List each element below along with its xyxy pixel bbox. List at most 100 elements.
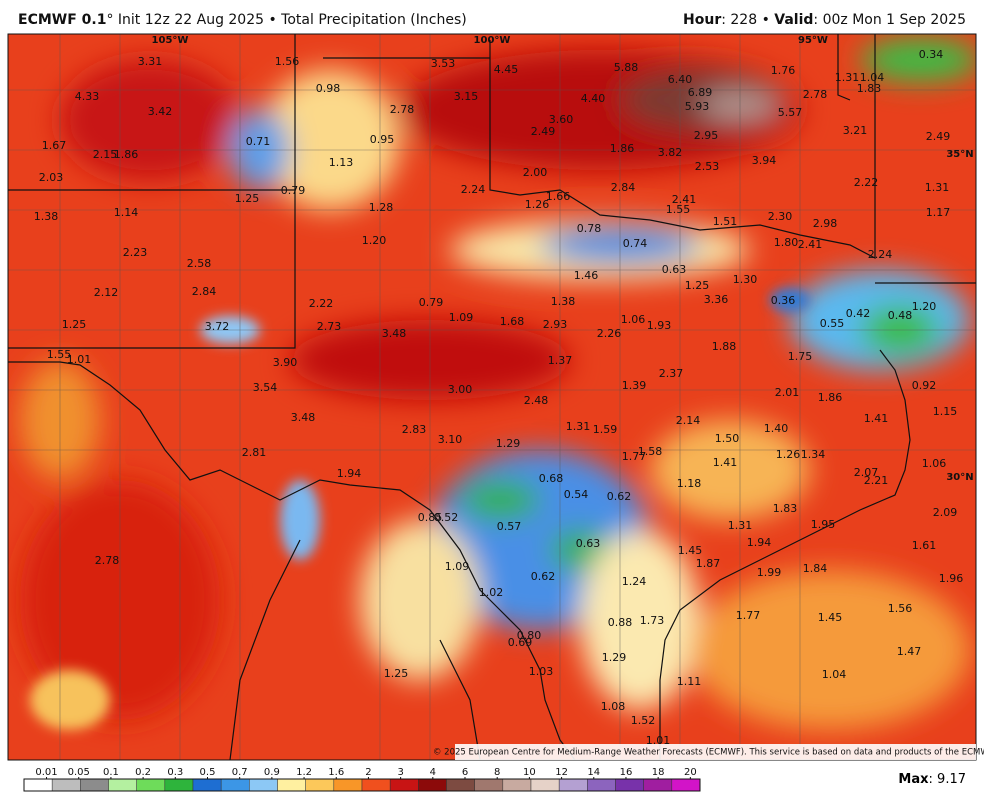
precip-label: 0.80: [517, 629, 542, 642]
precip-label: 1.25: [235, 192, 260, 205]
precip-label: 1.86: [610, 142, 635, 155]
precip-label: 1.87: [696, 557, 721, 570]
precip-label: 2.14: [676, 414, 701, 427]
precip-label: 1.77: [622, 450, 647, 463]
precip-label: 2.49: [531, 125, 556, 138]
legend-tick-label: 6: [462, 767, 468, 778]
legend-swatch: [361, 778, 391, 792]
precip-label: 0.98: [316, 82, 341, 95]
precip-label: 3.31: [138, 55, 163, 68]
precip-label: 0.57: [497, 520, 522, 533]
legend-tick-label: 2: [365, 767, 371, 778]
precip-label: 3.54: [253, 381, 278, 394]
grid-label: 95°W: [798, 35, 828, 46]
precip-label: 2.03: [39, 171, 64, 184]
precip-label: 2.58: [187, 257, 212, 270]
precip-label: 1.28: [369, 201, 394, 214]
precip-label: 2.41: [798, 238, 823, 251]
precip-label: 1.31: [925, 181, 950, 194]
precip-label: 2.95: [694, 129, 719, 142]
precip-label: 1.17: [926, 206, 951, 219]
precip-label: 2.23: [123, 246, 148, 259]
precip-label: 1.94: [337, 467, 362, 480]
precip-label: 2.00: [523, 166, 548, 179]
precip-label: 1.75: [788, 350, 813, 363]
precip-label: 2.53: [695, 160, 720, 173]
precip-label: 2.21: [864, 474, 889, 487]
precip-label: 1.83: [773, 502, 798, 515]
precip-label: 1.55: [666, 203, 691, 216]
precip-label: 3.36: [704, 293, 729, 306]
precip-label: 1.30: [733, 273, 758, 286]
max-number: : 9.17: [928, 772, 966, 787]
precip-label: 3.21: [843, 124, 868, 137]
precip-label: 2.48: [524, 394, 549, 407]
precip-label: 1.59: [593, 423, 618, 436]
legend-tick-label: 18: [652, 767, 665, 778]
legend-tick-label: 0.7: [232, 767, 248, 778]
precip-label: 1.13: [329, 156, 354, 169]
precip-label: 1.80: [774, 236, 799, 249]
precip-label: 1.29: [602, 651, 627, 664]
precip-label: 1.83: [857, 82, 882, 95]
legend-tick-label: 10: [523, 767, 536, 778]
precip-label: 4.40: [581, 92, 606, 105]
precip-label: 0.62: [531, 570, 556, 583]
legend-swatch: [643, 778, 673, 792]
legend-tick-label: 14: [587, 767, 600, 778]
precip-label: 2.15: [93, 148, 118, 161]
precip-label: 2.73: [317, 320, 342, 333]
precip-label: 3.53: [431, 57, 456, 70]
legend-swatch: [446, 778, 475, 792]
legend-tick-label: 0.2: [135, 767, 151, 778]
precip-label: 1.46: [574, 269, 599, 282]
precip-label: 1.31: [728, 519, 753, 532]
precip-label: 2.24: [461, 183, 486, 196]
precip-label: 2.84: [192, 285, 217, 298]
precip-label: 3.15: [454, 90, 479, 103]
precip-label: 2.30: [768, 210, 793, 223]
precip-label: 6.89: [688, 86, 713, 99]
precip-label: 5.88: [614, 61, 639, 74]
legend-swatch: [51, 778, 81, 792]
header-valid: Hour: 228 • Valid: 00z Mon 1 Sep 2025: [683, 12, 966, 28]
legend-tick-label: 1.2: [296, 767, 312, 778]
precip-label: 1.25: [62, 318, 87, 331]
precip-label: 1.95: [811, 518, 836, 531]
precip-label: 2.84: [611, 181, 636, 194]
precip-label: 1.93: [647, 319, 672, 332]
precip-label: 2.12: [94, 286, 119, 299]
precip-label: 1.14: [114, 206, 139, 219]
valid-value: : 00z Mon 1 Sep 2025: [813, 12, 966, 28]
precip-label: 2.93: [543, 318, 568, 331]
precip-label: 5.93: [685, 100, 710, 113]
precip-label: 1.02: [479, 586, 504, 599]
precip-label: 2.24: [868, 248, 893, 261]
precip-label: 0.54: [564, 488, 589, 501]
precip-label: 0.71: [246, 135, 271, 148]
precip-label: 0.36: [771, 294, 796, 307]
precip-label: 3.10: [438, 433, 463, 446]
precip-label: 0.78: [577, 222, 602, 235]
grid-label: 35°N: [946, 149, 973, 160]
precip-label: 1.66: [546, 190, 571, 203]
legend-tick-label: 16: [620, 767, 633, 778]
precip-label: 1.24: [622, 575, 647, 588]
legend-tick-label: 1.6: [328, 767, 344, 778]
legend-swatch: [249, 778, 278, 792]
precip-label: 1.15: [933, 405, 958, 418]
precip-label: 1.25: [384, 667, 409, 680]
precip-label: 1.26: [525, 198, 550, 211]
precip-label: 1.09: [449, 311, 474, 324]
precip-label: 1.34: [801, 448, 826, 461]
precip-label: 2.83: [402, 423, 427, 436]
precip-label: 1.52: [631, 714, 656, 727]
legend-swatch: [418, 778, 447, 792]
hour-value: : 228 •: [721, 12, 775, 28]
legend-swatch: [23, 778, 53, 792]
legend-swatch: [558, 778, 588, 792]
precip-label: 0.55: [820, 317, 845, 330]
hour-label: Hour: [683, 12, 722, 28]
precip-label: 2.41: [672, 193, 697, 206]
grid-label: 100°W: [474, 35, 511, 46]
